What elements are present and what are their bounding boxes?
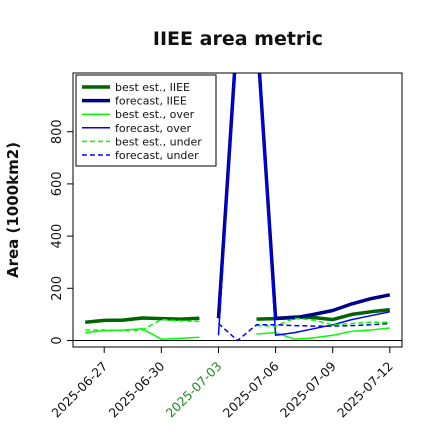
plot-area: [73, 73, 402, 342]
series-line-1-segment-1: [85, 316, 200, 324]
plot-frame: [72, 72, 403, 348]
series-line-5-segment-1: [85, 318, 200, 332]
y-tick-label: 200: [50, 276, 65, 301]
series-line-3-segment-2: [256, 327, 390, 340]
y-tick-label: 600: [50, 171, 65, 196]
series-line-4-segment-1: [217, 73, 390, 337]
series-line-5-segment-2: [256, 317, 390, 327]
legend-label-3: best est., over: [115, 108, 195, 121]
series-line-2-segment-1: [216, 73, 391, 321]
x-tick-label: 2025-06-30: [105, 358, 167, 420]
y-tick-label: 800: [50, 119, 65, 144]
x-tick-label: 2025-07-03: [163, 359, 225, 421]
chart-title: IIEE area metric: [153, 28, 323, 50]
x-tick-label: 2025-07-09: [277, 358, 339, 420]
series-line-6-segment-1: [217, 322, 390, 342]
legend-label-2: forecast, IIEE: [115, 95, 187, 108]
x-tick-label: 2025-06-27: [48, 359, 110, 421]
legend-label-5: best est., under: [115, 135, 202, 148]
x-tick-label: 2025-07-06: [220, 358, 282, 420]
legend-label-1: best est., IIEE: [115, 81, 190, 94]
legend-label-6: forecast, under: [115, 149, 199, 162]
x-tick-label: 2025-07-12: [334, 359, 396, 421]
y-axis-label: Area (1000km2): [4, 142, 22, 278]
legend-label-4: forecast, over: [115, 122, 191, 135]
y-tick-label: 400: [50, 224, 65, 249]
legend-box: [75, 74, 217, 167]
y-tick-label: 0: [50, 336, 65, 344]
